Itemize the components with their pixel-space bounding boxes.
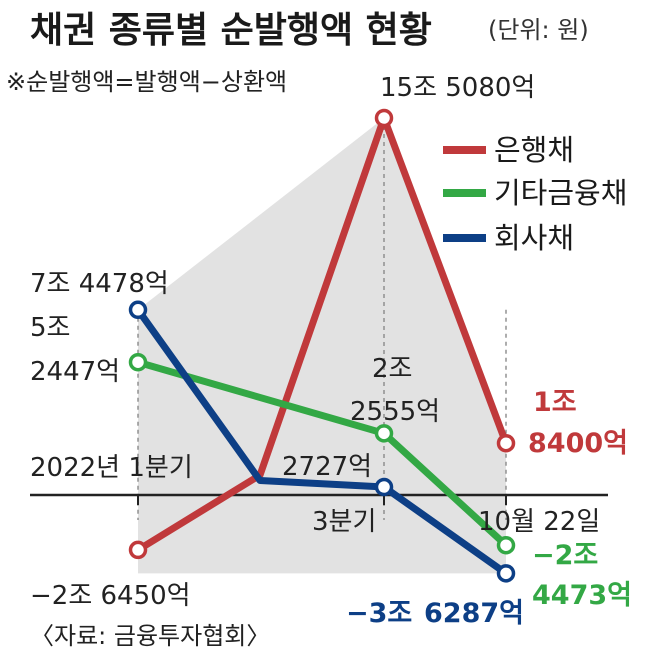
data-label-corp-q2: 2727억: [282, 452, 372, 482]
data-label-corp-oct-line2: 6287억: [424, 598, 524, 629]
legend: 은행채 기타금융채 회사채: [443, 133, 627, 255]
x-tick-label-q1: 2022년 1분기: [30, 453, 193, 483]
data-point-corporate-0: [128, 300, 148, 320]
x-tick-label-oct22: 10월 22일: [478, 507, 600, 537]
data-label-other-q3-line2: 2555억: [350, 397, 440, 427]
data-point-other-finance-2: [374, 424, 394, 443]
data-point-bank-2: [374, 108, 394, 128]
data-label-other-q1-line2: 2447억: [30, 357, 120, 387]
note-text: ※순발행액=발행액−상환액: [6, 68, 287, 96]
legend-label-other-finance: 기타금융채: [494, 176, 627, 210]
chart-title: 채권 종류별 순발행액 현황: [30, 10, 432, 51]
shaded-range-area: [138, 118, 506, 574]
data-label-bank-q3: 15조 5080억: [380, 73, 535, 103]
data-label-bank-q1: −2조 6450억: [30, 581, 191, 611]
data-point-bank-3: [496, 433, 516, 453]
legend-label-bank: 은행채: [494, 133, 574, 167]
unit-label: (단위: 원): [488, 16, 589, 44]
data-point-bank-0: [128, 540, 148, 560]
series-line-bank: [134, 114, 510, 554]
data-label-bank-oct-line1: 1조: [533, 387, 577, 418]
source-text: 〈자료: 금융투자협회〉: [30, 622, 270, 650]
plot-area: [30, 108, 608, 583]
data-label-other-oct-line2: 4473억: [532, 580, 632, 611]
data-point-other-finance-0: [128, 352, 148, 372]
legend-label-corporate: 회사채: [494, 221, 574, 255]
data-label-bank-oct-line2: 8400억: [528, 428, 628, 459]
series-line-corporate: [134, 306, 510, 577]
data-point-corporate-2: [374, 477, 394, 497]
data-point-corporate-3: [496, 564, 516, 583]
data-label-other-q3-line1: 2조: [372, 354, 412, 384]
data-label-corp-oct-line1: −3조: [346, 598, 412, 629]
data-label-other-q1-line1: 5조: [30, 313, 70, 343]
data-point-other-finance-3: [496, 535, 516, 555]
data-label-corp-q1: 7조 4478억: [30, 269, 169, 299]
x-tick-label-q3: 3분기: [312, 507, 376, 537]
data-label-other-oct-line1: −2조: [532, 540, 598, 571]
